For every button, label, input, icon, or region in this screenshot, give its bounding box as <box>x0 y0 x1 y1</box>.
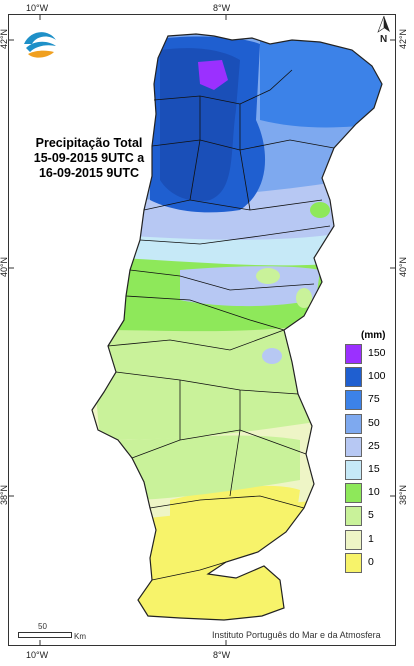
top-lon-label-2: 8°W <box>213 3 231 13</box>
legend-swatch-100 <box>345 367 362 388</box>
left-lat-label-1: 42°N <box>0 28 10 50</box>
title-line-1: Precipitação Total <box>35 136 143 150</box>
legend-label-25: 25 <box>368 439 380 452</box>
title-line-2: 15-09-2015 9UTC a <box>33 151 145 165</box>
legend-label-50: 50 <box>368 416 380 429</box>
legend-label-1: 1 <box>368 532 374 545</box>
right-lat-label-1: 42°N <box>398 28 409 50</box>
legend-swatch-5 <box>345 506 362 527</box>
legend-swatch-75 <box>345 390 362 411</box>
legend-unit: (mm) <box>361 330 386 341</box>
scale-bar <box>18 632 72 638</box>
left-lat-label-2: 40°N <box>0 256 10 278</box>
credit-text: Instituto Português do Mar e da Atmosfer… <box>212 630 381 640</box>
legend-swatch-1 <box>345 529 362 550</box>
legend-swatch-0 <box>345 552 362 573</box>
legend-label-0: 0 <box>368 555 374 568</box>
legend-label-10: 10 <box>368 486 380 499</box>
right-lat-label-2: 40°N <box>398 256 409 278</box>
scale-value: 50 <box>38 622 47 631</box>
north-arrow-icon <box>377 15 390 33</box>
legend-swatch-50 <box>345 413 362 434</box>
legend-label-5: 5 <box>368 509 374 522</box>
legend-swatch-25 <box>345 436 362 457</box>
top-lon-label-1: 10°W <box>26 3 49 13</box>
left-lat-label-3: 38°N <box>0 484 10 506</box>
ipma-wave-logo-icon <box>23 27 57 61</box>
legend-label-100: 100 <box>368 370 386 383</box>
scale-unit: Km <box>74 632 86 641</box>
bottom-lon-label-1: 10°W <box>26 650 49 660</box>
legend-label-150: 150 <box>368 347 386 359</box>
bottom-lon-label-2: 8°W <box>213 650 231 660</box>
legend-swatch-150 <box>345 344 362 364</box>
graticule-ticks <box>8 14 396 646</box>
legend-swatch-10 <box>345 483 362 504</box>
map-title: Precipitação Total 15-09-2015 9UTC a 16-… <box>22 136 156 181</box>
north-label: N <box>380 34 388 45</box>
district-boundaries <box>107 69 335 581</box>
country-outline <box>91 33 383 621</box>
legend-label-75: 75 <box>368 393 380 406</box>
right-lat-label-3: 38°N <box>398 484 409 506</box>
title-line-3: 16-09-2015 9UTC <box>38 166 140 180</box>
legend-swatch-15 <box>345 460 362 480</box>
legend-label-15: 15 <box>368 463 380 475</box>
